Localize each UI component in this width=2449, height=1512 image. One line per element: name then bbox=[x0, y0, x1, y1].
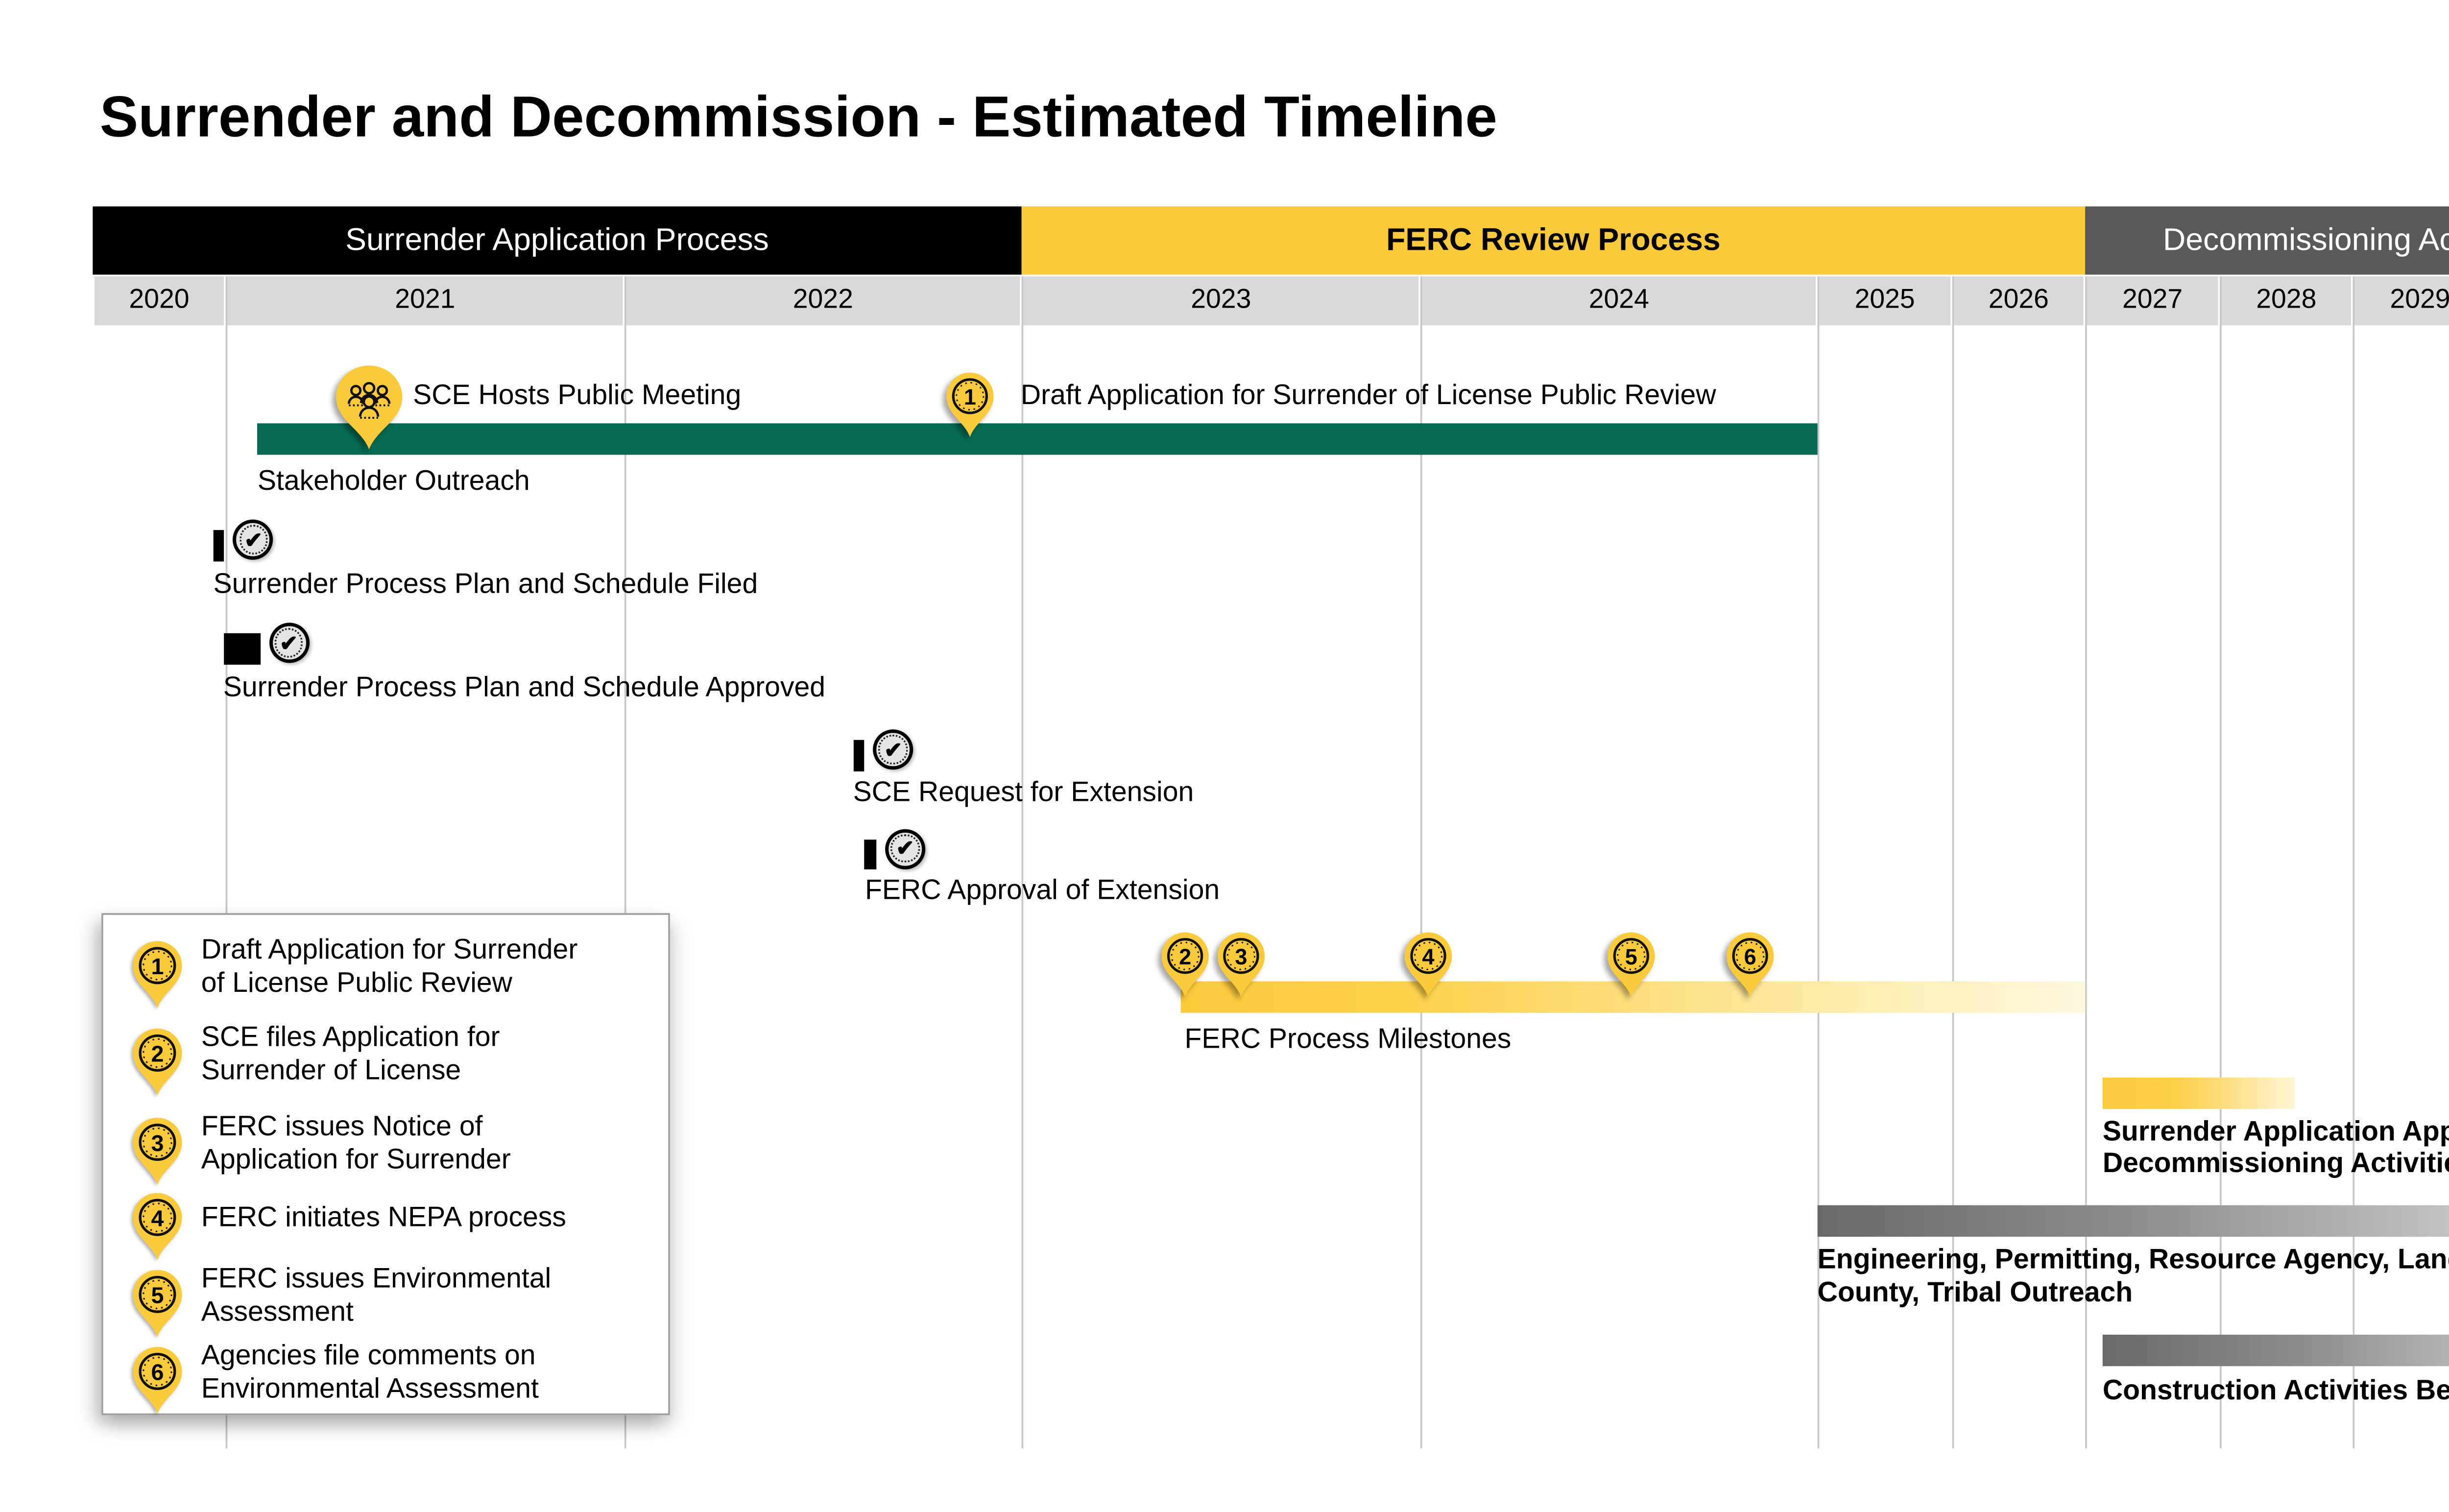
completed-check-icon: ✔ bbox=[268, 623, 309, 663]
plan-filed-label: Surrender Process Plan and Schedule File… bbox=[213, 570, 758, 600]
engineering-outreach-label: Engineering, Permitting, Resource Agency… bbox=[1817, 1245, 2449, 1308]
year-label-2023: 2023 bbox=[1023, 276, 1419, 326]
legend-item-text: Agencies file comments on Environmental A… bbox=[201, 1341, 539, 1405]
year-label-2026: 2026 bbox=[1953, 276, 2084, 326]
year-label-2022: 2022 bbox=[625, 276, 1020, 326]
legend-item-6: 6 Agencies file comments on Environmental… bbox=[133, 1340, 539, 1415]
legend-item-text: FERC issues Environmental Assessment bbox=[201, 1264, 552, 1328]
legend-item-2: 2 SCE files Application for Surrender of … bbox=[133, 1022, 500, 1097]
legend-item-text: SCE files Application for Surrender of Li… bbox=[201, 1022, 500, 1086]
milestone-pin-2-icon: 2 bbox=[133, 1029, 182, 1098]
legend-item-text: FERC initiates NEPA process bbox=[201, 1204, 566, 1234]
milestone-pin-5-icon: 5 bbox=[1607, 931, 1655, 998]
svg-text:6: 6 bbox=[1744, 943, 1756, 968]
construction-begin-bar bbox=[2102, 1334, 2449, 1366]
milestone-pin-4-icon: 4 bbox=[133, 1194, 182, 1262]
gridline bbox=[2085, 276, 2088, 1449]
year-label-2028: 2028 bbox=[2221, 276, 2352, 326]
legend-item-text: FERC issues Notice of Application for Sur… bbox=[201, 1111, 511, 1176]
year-label-2027: 2027 bbox=[2086, 276, 2219, 326]
extension-request-label: SCE Request for Extension bbox=[853, 778, 1194, 808]
svg-text:1: 1 bbox=[151, 955, 164, 980]
stakeholder-outreach-label: Stakeholder Outreach bbox=[257, 467, 530, 497]
gridline bbox=[1021, 276, 1024, 1449]
page-title: Surrender and Decommission - Estimated T… bbox=[99, 84, 1497, 149]
extension-approval-tick bbox=[865, 839, 877, 869]
milestone-pin-1-icon: 1 bbox=[946, 373, 994, 439]
legend: 1 Draft Application for Surrender of Lice… bbox=[101, 913, 670, 1416]
legend-item-1: 1 Draft Application for Surrender of Lice… bbox=[133, 934, 578, 1009]
engineering-outreach-bar bbox=[1817, 1205, 2449, 1237]
extension-request-tick bbox=[853, 740, 864, 771]
year-label-2021: 2021 bbox=[227, 276, 624, 326]
ferc-milestones-label: FERC Process Milestones bbox=[1184, 1025, 1512, 1055]
plan-approved-label: Surrender Process Plan and Schedule Appr… bbox=[223, 673, 826, 703]
stakeholder-outreach-bar bbox=[257, 423, 1818, 454]
legend-item-5: 5 FERC issues Environmental Assessment bbox=[133, 1263, 552, 1338]
gridline bbox=[1420, 276, 1423, 1449]
svg-text:4: 4 bbox=[151, 1206, 164, 1232]
phase-band-ferc-review: FERC Review Process bbox=[1021, 206, 2086, 275]
gridline bbox=[225, 276, 228, 1449]
milestone-pin-4-icon: 4 bbox=[1404, 931, 1452, 998]
milestone-pin-1-icon: 1 bbox=[133, 941, 182, 1010]
extension-approval-label: FERC Approval of Extension bbox=[865, 876, 1220, 906]
svg-text:5: 5 bbox=[151, 1283, 164, 1309]
gridline bbox=[2220, 276, 2222, 1449]
svg-text:5: 5 bbox=[1625, 943, 1637, 968]
svg-text:2: 2 bbox=[151, 1042, 164, 1067]
construction-begin-label: Construction Activities Begin bbox=[2102, 1375, 2449, 1406]
milestone-pin-3-icon: 3 bbox=[1217, 931, 1265, 998]
surrender-approved-bar bbox=[2102, 1077, 2295, 1109]
svg-text:3: 3 bbox=[1235, 943, 1247, 968]
completed-check-icon: ✔ bbox=[885, 828, 926, 869]
gridline bbox=[1952, 276, 1954, 1449]
surrender-approved-label: Surrender Application Approved & Decommi… bbox=[2102, 1117, 2449, 1179]
legend-item-3: 3 FERC issues Notice of Application for S… bbox=[133, 1111, 511, 1186]
milestone-pin-6-icon: 6 bbox=[1726, 931, 1774, 998]
gridline bbox=[1817, 276, 1820, 1449]
year-label-2025: 2025 bbox=[1819, 276, 1951, 326]
milestone-pin-3-icon: 3 bbox=[133, 1118, 182, 1187]
milestone-pin-5-icon: 5 bbox=[133, 1271, 182, 1339]
year-label-2029: 2029 bbox=[2354, 276, 2449, 326]
svg-text:6: 6 bbox=[151, 1360, 164, 1386]
draft-application-label: Draft Application for Surrender of Licen… bbox=[1020, 381, 1716, 411]
svg-text:3: 3 bbox=[151, 1131, 164, 1156]
phase-band-decommissioning: Decommissioning Activities bbox=[2085, 206, 2449, 275]
milestone-pin-2-icon: 2 bbox=[1161, 931, 1209, 998]
plan-filed-tick bbox=[213, 530, 225, 561]
plan-approved-tick bbox=[223, 633, 260, 664]
svg-text:2: 2 bbox=[1179, 943, 1191, 968]
completed-check-icon: ✔ bbox=[873, 729, 913, 770]
year-label-2024: 2024 bbox=[1421, 276, 1816, 326]
svg-text:4: 4 bbox=[1422, 943, 1435, 968]
public-meeting-pin-icon bbox=[336, 365, 403, 451]
legend-item-text: Draft Application for Surrender of Licens… bbox=[201, 935, 578, 999]
phase-band-surrender-application: Surrender Application Process bbox=[93, 206, 1022, 275]
milestone-pin-6-icon: 6 bbox=[133, 1347, 182, 1416]
year-axis: 2020 2021 2022 2023 2024 2025 2026 2027 2028 2029… bbox=[0, 276, 2449, 326]
meeting-pin-label: SCE Hosts Public Meeting bbox=[413, 381, 742, 411]
gridline bbox=[624, 276, 627, 1449]
year-label-2020: 2020 bbox=[94, 276, 224, 326]
pin-1-number: 1 bbox=[964, 385, 976, 410]
gridline bbox=[2353, 276, 2355, 1449]
completed-check-icon: ✔ bbox=[233, 519, 274, 560]
legend-item-4: 4 FERC initiates NEPA process bbox=[133, 1186, 566, 1261]
